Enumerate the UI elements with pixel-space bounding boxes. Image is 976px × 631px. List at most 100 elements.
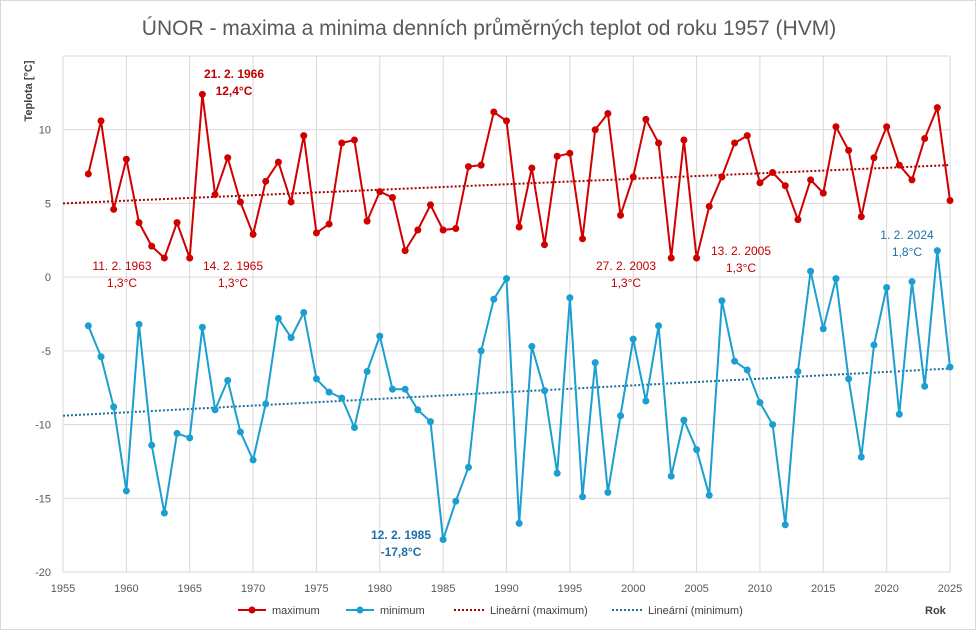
legend-minimum: minimum: [380, 605, 425, 617]
point-minimum-1991: [515, 519, 523, 527]
point-maximum-1990: [503, 117, 510, 125]
point-maximum-1985: [439, 226, 447, 234]
y-tick-labels: -20 -15 -10 -5 0 5 10: [35, 125, 51, 579]
point-minimum-2010: [756, 398, 764, 406]
point-maximum-1957: [84, 170, 92, 178]
point-minimum-2022: [908, 278, 916, 286]
x-tick-label-2: 1965: [177, 583, 201, 595]
point-minimum-1978: [350, 424, 358, 432]
x-tick-label-0: 1955: [51, 583, 75, 595]
point-maximum-2000: [629, 173, 637, 181]
point-maximum-1973: [287, 198, 295, 206]
y-tick-label-1: -15: [35, 493, 51, 505]
series-lines: [84, 90, 954, 544]
point-maximum-2015: [819, 189, 827, 197]
point-minimum-2018: [857, 453, 865, 461]
legend-maximum: maximum: [272, 605, 320, 617]
chart-title: ÚNOR - maxima a minima denních průměrnýc…: [142, 17, 836, 40]
point-minimum-2011: [769, 421, 777, 429]
point-minimum-1979: [363, 367, 371, 375]
point-minimum-2005: [693, 446, 701, 454]
point-maximum-1995: [566, 149, 574, 157]
point-maximum-2021: [895, 161, 903, 169]
annotation-2024-value: 1,8°C: [892, 245, 922, 259]
point-maximum-2006: [705, 202, 713, 210]
series-line-maximum: [87, 94, 951, 260]
point-maximum-1959: [110, 205, 118, 213]
point-minimum-2016: [832, 275, 840, 283]
x-tick-label-9: 2000: [621, 583, 645, 595]
point-minimum-2019: [870, 341, 878, 349]
series-line-minimum: [87, 250, 951, 540]
annotation-2003-date: 27. 2. 2003: [596, 259, 656, 273]
y-tick-label-0: -20: [35, 567, 51, 579]
point-maximum-1994: [553, 152, 561, 160]
trend-lines: [62, 164, 951, 417]
point-minimum-1996: [579, 493, 587, 501]
point-maximum-1976: [325, 220, 333, 228]
legend-trend-minimum: Lineární (minimum): [648, 605, 743, 617]
point-maximum-1971: [262, 177, 270, 185]
point-maximum-2003: [667, 254, 675, 262]
y-tick-label-2: -10: [35, 420, 51, 432]
point-maximum-1974: [300, 132, 308, 140]
point-maximum-1970: [249, 230, 257, 238]
point-maximum-1997: [591, 126, 599, 134]
point-minimum-1958: [97, 353, 105, 361]
x-axis-label: Rok: [925, 605, 947, 617]
point-maximum-2014: [807, 176, 815, 184]
point-minimum-1968: [224, 376, 232, 384]
point-maximum-1975: [312, 229, 320, 237]
annotation-1963-value: 1,3°C: [107, 276, 137, 290]
point-minimum-2020: [883, 283, 891, 291]
point-minimum-1989: [490, 295, 498, 303]
legend: maximum minimum Lineární (maximum) Lineá…: [238, 605, 947, 617]
x-tick-label-10: 2005: [684, 583, 708, 595]
x-tick-label-12: 2015: [811, 583, 835, 595]
point-minimum-2015: [819, 325, 827, 333]
point-minimum-1976: [325, 388, 333, 396]
point-minimum-1963: [160, 509, 168, 517]
point-maximum-2019: [870, 154, 878, 162]
point-minimum-1983: [414, 406, 422, 414]
point-minimum-2024: [933, 247, 941, 255]
grid: [62, 55, 951, 573]
legend-trend-maximum: Lineární (maximum): [490, 605, 588, 617]
annotation-1965-value: 1,3°C: [218, 276, 248, 290]
y-tick-label-5: 5: [45, 198, 51, 210]
point-minimum-1961: [135, 320, 143, 328]
point-maximum-1984: [426, 201, 434, 209]
point-minimum-1967: [211, 406, 219, 414]
point-minimum-1988: [477, 347, 485, 355]
point-minimum-2013: [794, 367, 802, 375]
point-minimum-2023: [921, 382, 929, 390]
point-maximum-1980: [376, 188, 384, 196]
annotation-2005-date: 13. 2. 2005: [711, 244, 771, 258]
point-minimum-1987: [464, 463, 472, 471]
point-maximum-1988: [477, 161, 485, 169]
point-maximum-2001: [642, 115, 650, 123]
point-maximum-1989: [490, 108, 498, 116]
point-maximum-1962: [148, 242, 156, 250]
point-minimum-2025: [946, 363, 954, 371]
point-minimum-1981: [388, 385, 396, 393]
point-minimum-1977: [338, 394, 346, 402]
point-maximum-1992: [528, 164, 536, 172]
point-minimum-1995: [566, 294, 574, 302]
point-maximum-1960: [122, 155, 130, 163]
point-minimum-1998: [604, 488, 612, 496]
y-axis-label: Teplota [°C]: [23, 60, 35, 121]
point-maximum-2002: [655, 139, 663, 147]
point-minimum-1973: [287, 334, 295, 342]
point-maximum-1967: [211, 191, 219, 199]
x-tick-label-7: 1990: [494, 583, 518, 595]
point-maximum-1982: [401, 247, 409, 255]
point-maximum-1964: [173, 219, 181, 227]
point-maximum-1983: [414, 226, 422, 234]
point-maximum-1966: [198, 90, 206, 98]
point-minimum-2014: [807, 267, 815, 275]
point-maximum-1979: [363, 217, 371, 225]
annotation-2003-value: 1,3°C: [611, 276, 641, 290]
annotation-1965-date: 14. 2. 1965: [203, 259, 263, 273]
x-tick-label-4: 1975: [304, 583, 328, 595]
